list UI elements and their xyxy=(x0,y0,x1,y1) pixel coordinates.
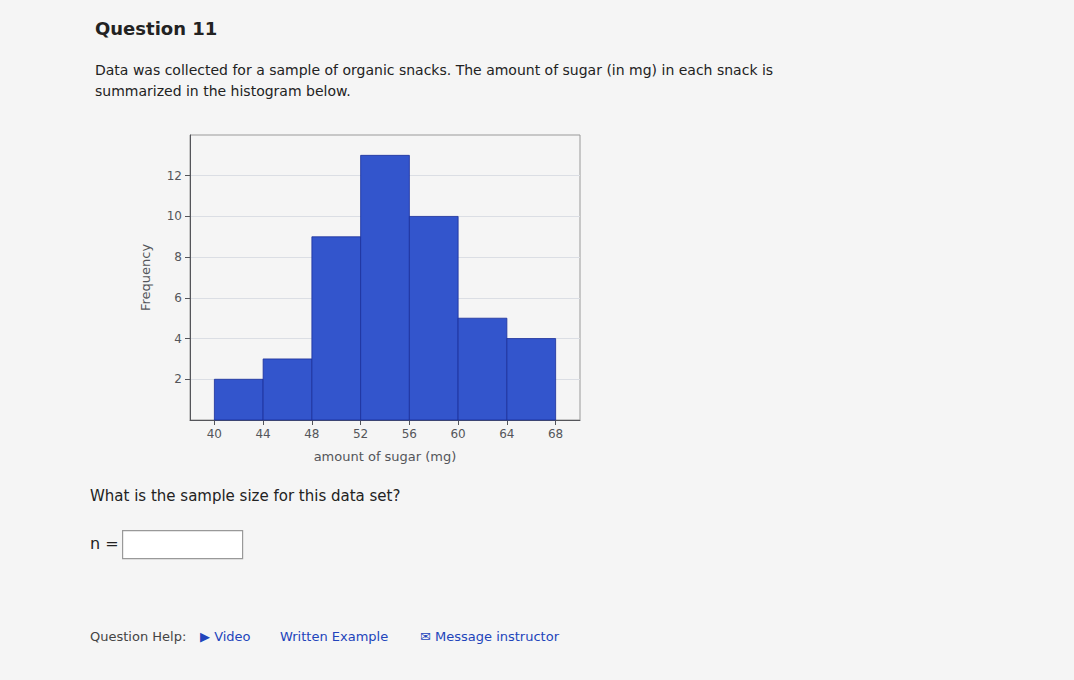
svg-text:amount of sugar (mg): amount of sugar (mg) xyxy=(314,449,457,464)
svg-text:8: 8 xyxy=(174,250,182,264)
svg-text:68: 68 xyxy=(548,427,563,441)
svg-text:52: 52 xyxy=(353,427,368,441)
svg-text:40: 40 xyxy=(207,427,222,441)
svg-text:Written Example: Written Example xyxy=(280,629,388,644)
svg-text:4: 4 xyxy=(174,332,182,346)
svg-text:Frequency: Frequency xyxy=(138,244,153,311)
svg-text:▶ Video: ▶ Video xyxy=(200,629,251,644)
svg-text:64: 64 xyxy=(499,427,514,441)
svg-text:Question 11: Question 11 xyxy=(95,18,217,39)
svg-text:44: 44 xyxy=(255,427,270,441)
svg-text:Question Help:: Question Help: xyxy=(90,629,186,644)
svg-text:60: 60 xyxy=(450,427,465,441)
svg-text:What is the sample size for th: What is the sample size for this data se… xyxy=(90,487,400,505)
svg-text:6: 6 xyxy=(174,291,182,305)
svg-text:n =: n = xyxy=(90,534,119,553)
svg-text:10: 10 xyxy=(167,209,182,223)
svg-text:2: 2 xyxy=(174,372,182,386)
svg-text:summarized in the histogram be: summarized in the histogram below. xyxy=(95,83,351,99)
svg-text:Data was collected for a sampl: Data was collected for a sample of organ… xyxy=(95,62,773,78)
svg-text:12: 12 xyxy=(167,169,182,183)
svg-text:✉ Message instructor: ✉ Message instructor xyxy=(420,629,560,644)
svg-text:48: 48 xyxy=(304,427,319,441)
svg-text:56: 56 xyxy=(402,427,417,441)
